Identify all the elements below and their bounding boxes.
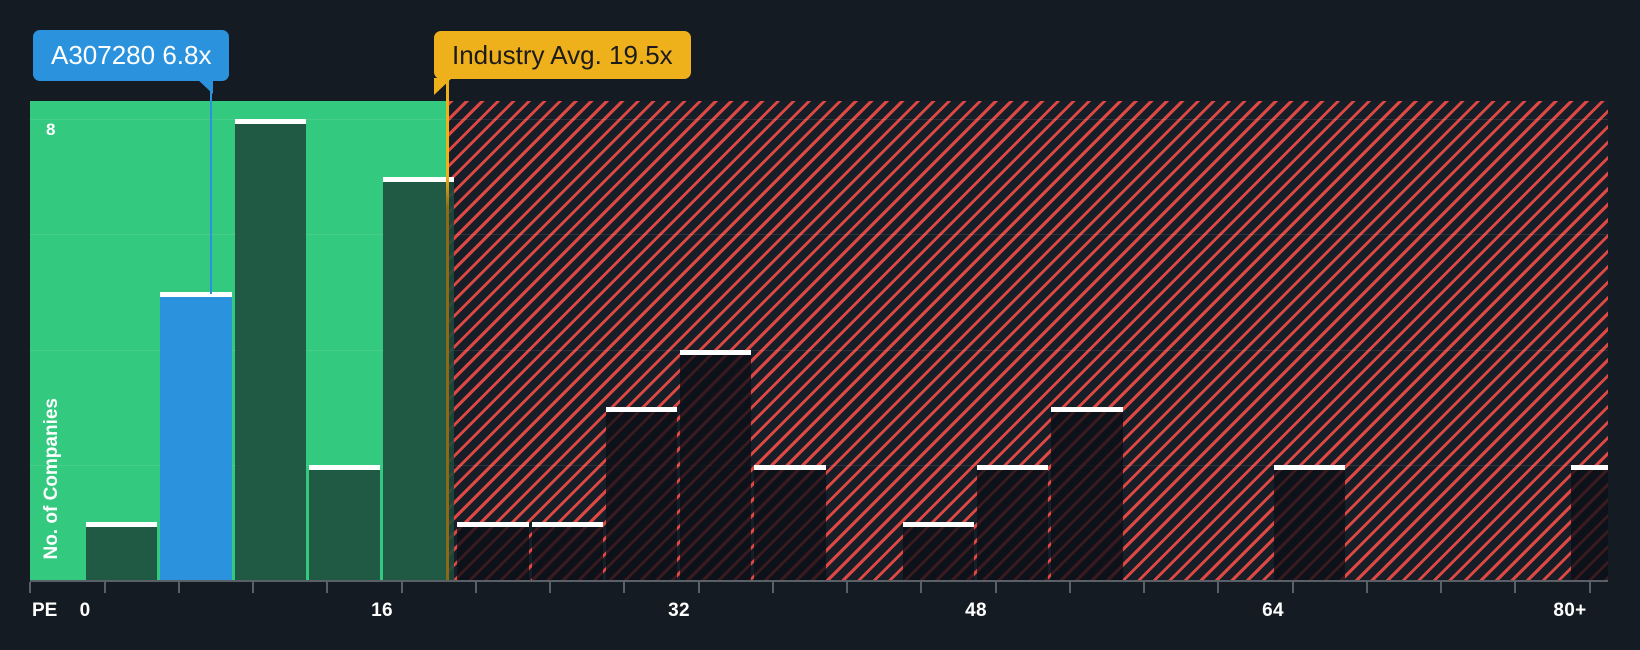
x-axis-tick xyxy=(474,582,477,593)
x-axis-title: PE xyxy=(32,600,58,621)
bar[interactable] xyxy=(1274,464,1346,580)
bar[interactable] xyxy=(86,522,158,580)
bar[interactable] xyxy=(902,522,974,580)
bar-cap xyxy=(902,522,974,528)
x-axis-line xyxy=(30,580,1608,582)
industry-average-marker-line xyxy=(445,79,449,580)
x-axis-tick xyxy=(1440,582,1443,593)
bar-body xyxy=(680,354,752,580)
x-axis-tick xyxy=(1291,582,1294,593)
bar-body xyxy=(1571,469,1608,580)
bar-cap xyxy=(605,407,677,413)
x-axis-tick-label: 32 xyxy=(668,600,690,621)
bar[interactable] xyxy=(457,522,529,580)
x-axis-tick xyxy=(1588,582,1591,593)
bar-cap xyxy=(457,522,529,528)
bar[interactable] xyxy=(977,464,1049,580)
bar-cap xyxy=(531,522,603,528)
x-axis-tick xyxy=(846,582,849,593)
x-axis-tick-label: 48 xyxy=(965,600,987,621)
x-axis-tick-label: 64 xyxy=(1262,600,1284,621)
bar-body xyxy=(160,296,232,580)
x-axis-tick xyxy=(1143,582,1146,593)
gridline xyxy=(30,119,1608,120)
industry-average-callout-pointer xyxy=(434,78,452,95)
x-axis-tick xyxy=(29,582,32,593)
bar-cap xyxy=(308,464,380,470)
x-axis-tick xyxy=(252,582,255,593)
x-axis-tick xyxy=(103,582,106,593)
x-axis-tick xyxy=(400,582,403,593)
bar-body xyxy=(1051,412,1123,580)
x-axis-tick xyxy=(994,582,997,593)
bar[interactable] xyxy=(680,349,752,580)
bar-body xyxy=(977,469,1049,580)
bar-body xyxy=(605,412,677,580)
bar-cap xyxy=(86,522,158,528)
bar-cap xyxy=(1571,464,1608,470)
x-axis-tick xyxy=(326,582,329,593)
x-axis-tick xyxy=(177,582,180,593)
gridline xyxy=(30,234,1608,236)
bar-cap xyxy=(680,349,752,355)
bar[interactable] xyxy=(234,119,306,580)
bar-cap xyxy=(383,176,455,182)
bar-body xyxy=(86,527,158,580)
bar-body xyxy=(902,527,974,580)
bar-highlighted[interactable] xyxy=(160,291,232,580)
x-axis-tick xyxy=(623,582,626,593)
bar-body xyxy=(234,124,306,580)
x-axis-tick xyxy=(1514,582,1517,593)
company-marker-line xyxy=(210,79,213,294)
company-callout[interactable]: A307280 6.8x xyxy=(33,30,230,81)
plot-area xyxy=(30,101,1608,580)
bar-cap xyxy=(754,464,826,470)
gridline xyxy=(30,349,1608,351)
bar[interactable] xyxy=(308,464,380,580)
bar-cap xyxy=(160,291,232,297)
bar[interactable] xyxy=(605,407,677,580)
bar-body xyxy=(457,527,529,580)
x-axis-tick xyxy=(920,582,923,593)
bar-body xyxy=(531,527,603,580)
x-axis-tick-label: 80+ xyxy=(1553,600,1587,621)
y-axis-tick-label-8: 8 xyxy=(46,120,56,139)
bar-body xyxy=(1274,469,1346,580)
x-axis-tick xyxy=(549,582,552,593)
industry-average-callout[interactable]: Industry Avg. 19.5x xyxy=(434,31,691,79)
bar[interactable] xyxy=(531,522,603,580)
bar-body xyxy=(383,181,455,580)
bar[interactable] xyxy=(1051,407,1123,580)
bar-body xyxy=(308,469,380,580)
company-callout-pointer xyxy=(196,78,213,94)
x-axis-tick xyxy=(697,582,700,593)
bar-cap xyxy=(1051,407,1123,413)
bar-cap xyxy=(1274,464,1346,470)
bar[interactable] xyxy=(754,464,826,580)
bar-cap xyxy=(977,464,1049,470)
bar-cap xyxy=(234,119,306,124)
y-axis-title: No. of Companies xyxy=(41,398,62,560)
overvalued-zone xyxy=(446,101,1608,580)
bar[interactable] xyxy=(1571,464,1608,580)
bar-body xyxy=(754,469,826,580)
x-axis-tick-label: 16 xyxy=(371,600,393,621)
x-axis-tick xyxy=(1365,582,1368,593)
x-axis-tick xyxy=(771,582,774,593)
x-axis-tick-label: 0 xyxy=(79,600,91,621)
x-axis-tick xyxy=(1068,582,1071,593)
bar[interactable] xyxy=(383,176,455,580)
x-axis-tick xyxy=(1217,582,1220,593)
